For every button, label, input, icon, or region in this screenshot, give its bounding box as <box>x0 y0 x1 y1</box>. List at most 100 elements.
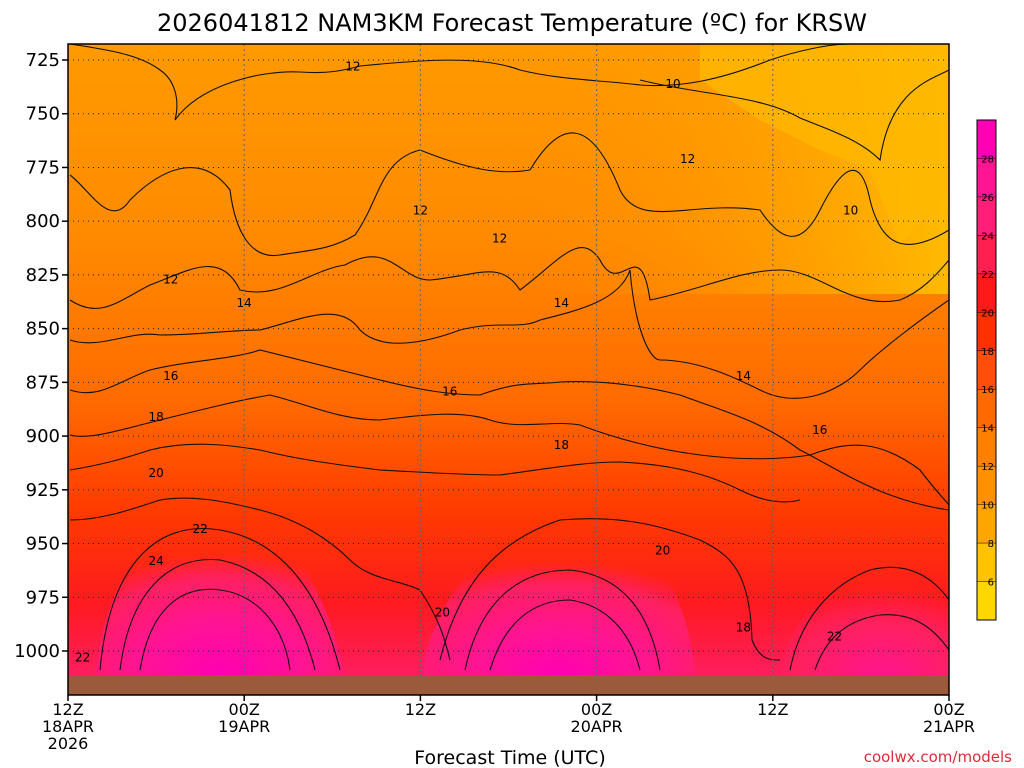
colorbar-tick-label: 20 <box>981 308 994 319</box>
isotherm-line <box>69 349 949 511</box>
colorbar-segment <box>977 466 996 505</box>
colorbar-segment <box>977 196 996 236</box>
y-tick-label: 825 <box>26 265 60 286</box>
contour-label: 12 <box>680 152 695 166</box>
contour-label: 18 <box>554 438 569 452</box>
colorbar-frame <box>976 119 997 621</box>
colorbar-tick-label: 24 <box>981 231 994 242</box>
colorbar-segment <box>977 350 996 390</box>
y-tick-label: 900 <box>26 426 60 447</box>
isotherm-line <box>69 269 949 399</box>
isotherm-line <box>789 566 949 671</box>
contour-label: 14 <box>736 369 751 383</box>
chart-title: 2026041812 NAM3KM Forecast Temperature (… <box>157 9 867 37</box>
isotherm-line <box>69 394 949 506</box>
x-tick-label: 12Z <box>405 700 436 719</box>
gridlines <box>68 44 949 695</box>
y-tick-label: 1000 <box>14 641 60 662</box>
isotherm-line <box>439 518 781 661</box>
isotherm-line <box>69 132 949 257</box>
contour-label: 16 <box>442 384 457 398</box>
y-tick-label: 925 <box>26 480 60 501</box>
x-tick-label: 19APR <box>218 717 270 736</box>
contour-label: 18 <box>736 621 751 635</box>
colorbar-tick-label: 12 <box>981 462 994 473</box>
colorbar-segment <box>977 312 996 351</box>
contour-label: 22 <box>827 629 842 643</box>
colorbar-tick-label: 26 <box>981 193 994 204</box>
y-tick-label: 775 <box>26 157 60 178</box>
colorbar-tick-label: 14 <box>981 424 994 435</box>
colorbar-segment <box>977 120 996 159</box>
ground-surface <box>68 676 949 695</box>
y-tick-label: 875 <box>26 372 60 393</box>
colorbar-tick-label: 10 <box>981 501 994 512</box>
colorbar-tick-label: 8 <box>988 539 994 550</box>
x-tick-label: 21APR <box>923 717 975 736</box>
warm-dome-first-day <box>95 513 345 675</box>
colorbar-segment <box>977 158 996 197</box>
y-axis: 725 750 775 800 825 850 875 900 925 950 975 1000 <box>14 50 68 662</box>
contour-label: 18 <box>148 410 163 424</box>
colorbar: 6 8 10 12 14 16 18 20 22 24 26 28 <box>976 119 997 621</box>
plot-frame <box>67 43 950 696</box>
contour-label: 20 <box>435 606 450 620</box>
x-tick-label: 12Z <box>52 700 83 719</box>
contour-label: 16 <box>812 423 827 437</box>
contour-label: 16 <box>163 369 178 383</box>
credit-text: coolwx.com/models <box>864 748 1012 766</box>
colorbar-segment <box>977 235 996 274</box>
isotherm-line <box>139 588 291 671</box>
cool-pocket-upper-right <box>700 44 949 245</box>
contour-label: 12 <box>492 232 507 246</box>
contour-label: 10 <box>843 204 858 218</box>
colorbar-tick-label: 28 <box>981 154 994 165</box>
contour-label: 12 <box>163 273 178 287</box>
contour-label: 24 <box>148 554 163 568</box>
contour-label: 20 <box>148 466 163 480</box>
isotherm-line <box>69 44 851 121</box>
isotherm-line <box>69 247 949 309</box>
contour-labels: 12 10 12 10 12 12 12 14 14 16 16 14 18 18 16 20 22 24 20 20… <box>75 60 858 665</box>
x-tick-label: 2026 <box>48 734 89 753</box>
colorbar-segment <box>977 504 996 544</box>
y-tick-label: 725 <box>26 50 60 71</box>
colorbar-segment <box>977 273 996 313</box>
x-tick-label: 00Z <box>581 700 612 719</box>
y-tick-label: 800 <box>26 211 60 232</box>
isotherm-line <box>814 614 949 671</box>
x-tick-label: 18APR <box>42 717 94 736</box>
contour-label: 22 <box>193 522 208 536</box>
colorbar-tick-label: 16 <box>981 385 994 396</box>
colorbar-segment <box>977 543 996 582</box>
isotherm-line <box>69 443 801 503</box>
isotherm-line <box>119 558 316 671</box>
isotherm-line <box>489 599 641 671</box>
colorbar-segment <box>977 427 996 467</box>
colorbar-tick-label: 22 <box>981 270 994 281</box>
x-tick-label: 00Z <box>933 700 964 719</box>
contour-label: 12 <box>413 204 428 218</box>
x-tick-label: 12Z <box>757 700 788 719</box>
colorbar-segment <box>977 581 996 620</box>
contour-label: 22 <box>75 651 90 665</box>
isotherm-line <box>639 69 949 162</box>
y-tick-label: 950 <box>26 534 60 555</box>
contour-label: 20 <box>655 543 670 557</box>
contour-label: 10 <box>665 77 680 91</box>
contour-label: 14 <box>237 296 252 310</box>
colorbar-tick-label: 6 <box>988 578 994 589</box>
contour-label: 14 <box>554 296 569 310</box>
y-tick-label: 750 <box>26 104 60 125</box>
y-tick-label: 975 <box>26 587 60 608</box>
y-tick-label: 850 <box>26 319 60 340</box>
x-tick-label: 00Z <box>229 700 260 719</box>
warm-dome-third-day <box>780 564 949 680</box>
plot-area: 12 10 12 10 12 12 12 14 14 16 16 14 18 18 16 20 22 24 20 20… <box>68 44 949 695</box>
isotherm-line <box>99 528 341 671</box>
contour-label: 12 <box>345 60 360 74</box>
x-axis-label: Forecast Time (UTC) <box>414 747 605 768</box>
isotherm-line <box>464 569 661 671</box>
